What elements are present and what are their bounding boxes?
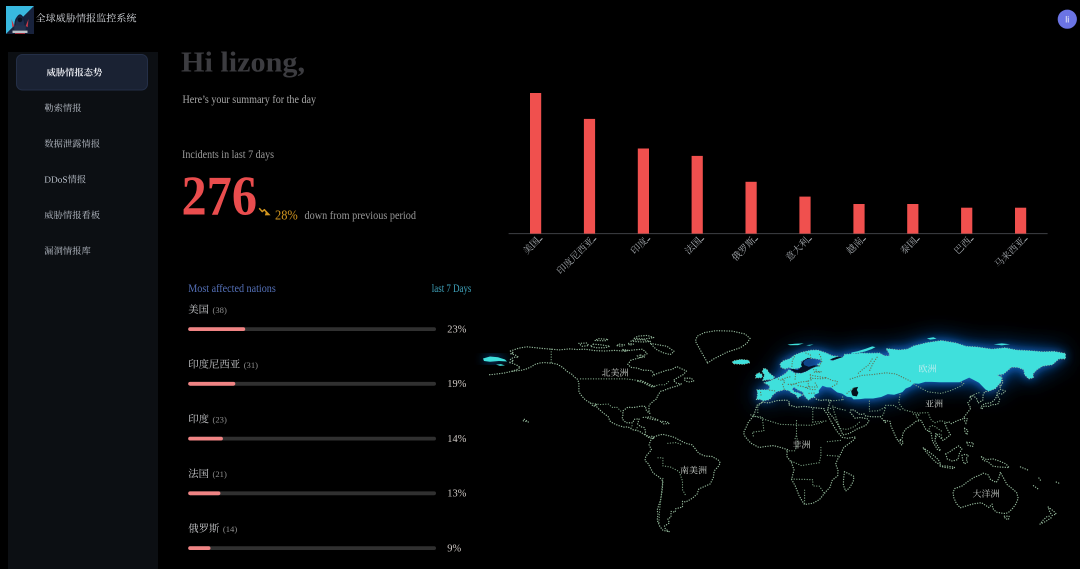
svg-text:Most affected nations: Most affected nations xyxy=(188,283,275,295)
svg-text:(31): (31) xyxy=(244,360,258,370)
svg-text:Here’s your summary for the da: Here’s your summary for the day xyxy=(183,94,317,106)
svg-text:276: 276 xyxy=(182,166,258,228)
svg-text:19%: 19% xyxy=(447,379,466,390)
svg-text:13%: 13% xyxy=(447,489,466,500)
svg-text:down from previous period: down from previous period xyxy=(305,210,417,222)
svg-text:23%: 23% xyxy=(447,324,466,335)
svg-text:li: li xyxy=(1065,15,1069,25)
svg-text:(23): (23) xyxy=(213,415,227,425)
svg-text:(21): (21) xyxy=(213,469,227,479)
svg-text:9%: 9% xyxy=(447,543,461,554)
svg-text:(14): (14) xyxy=(223,524,237,534)
svg-text:28%: 28% xyxy=(275,207,298,222)
svg-text:Incidents in last 7 days: Incidents in last 7 days xyxy=(182,149,274,161)
svg-text:14%: 14% xyxy=(447,434,466,445)
svg-text:last 7 Days: last 7 Days xyxy=(432,283,472,295)
svg-text:Hi lizong,: Hi lizong, xyxy=(181,47,305,79)
svg-text:(38): (38) xyxy=(213,305,227,315)
